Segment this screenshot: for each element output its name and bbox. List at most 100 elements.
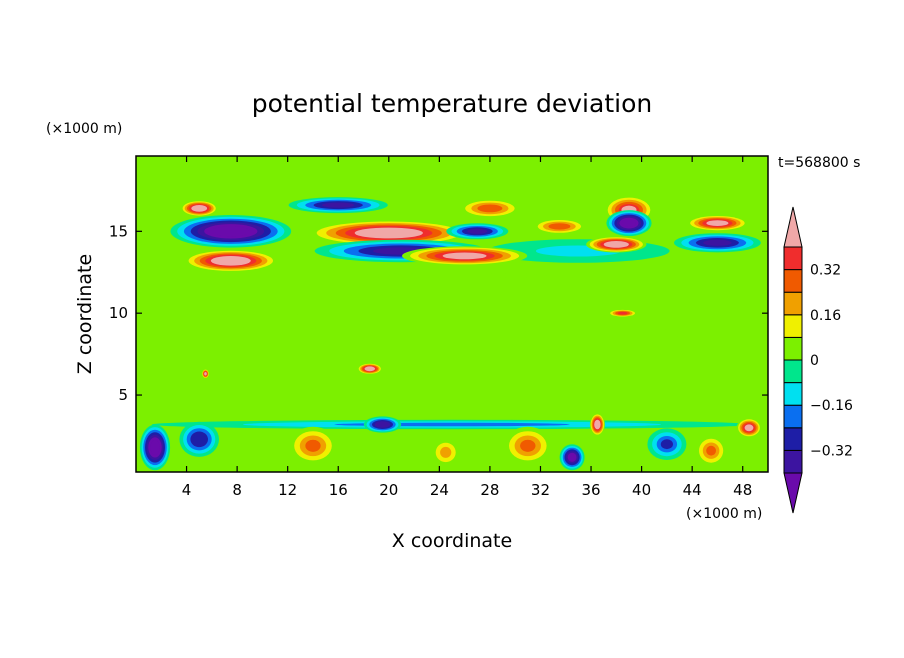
contour-band (366, 367, 374, 371)
x-tick-label: 16 (329, 481, 348, 499)
contour-band (551, 223, 568, 229)
contour-feature (179, 421, 219, 457)
contour-band (704, 239, 731, 246)
contour-band (467, 228, 487, 234)
contour-feature (402, 246, 528, 266)
contour-feature (647, 428, 687, 461)
x-tick-label: 4 (182, 481, 192, 499)
colorbar-swatch (783, 291, 803, 316)
contour-feature (151, 419, 753, 430)
colorbar: 0.32 0.16 0 −0.16 −0.32 (783, 206, 853, 514)
contour-band (595, 421, 600, 428)
contour-band (357, 273, 547, 278)
contour-feature (532, 218, 587, 235)
contour-feature (674, 233, 761, 253)
contour-band (357, 328, 547, 364)
contour-feature (288, 426, 338, 465)
time-label: t=568800 s (778, 155, 860, 171)
x-tick-label: 28 (480, 481, 499, 499)
contour-band (364, 229, 414, 237)
contour-feature (695, 434, 727, 467)
colorbar-tick-label: 0.16 (810, 308, 841, 324)
contour-band (150, 440, 160, 455)
contour-feature (446, 223, 509, 240)
contour-feature (606, 210, 652, 237)
x-tick-label: 40 (632, 481, 651, 499)
colorbar-swatch (783, 246, 803, 271)
colorbar-swatch (783, 404, 803, 429)
contour-band (480, 205, 500, 212)
contour-band (193, 433, 206, 445)
contour-feature (170, 215, 292, 248)
colorbar-swatch (783, 269, 803, 293)
plot-frame (135, 155, 769, 473)
colorbar-tick-label: 0.32 (810, 263, 841, 279)
x-unit-label: (×1000 m) (686, 506, 762, 522)
colorbar-swatch (783, 427, 803, 451)
y-axis-label: Z coordinate (74, 254, 96, 374)
contour-feature (686, 215, 749, 232)
colorbar-swatch (783, 314, 803, 338)
x-tick-label: 48 (733, 481, 752, 499)
contour-band (745, 424, 753, 431)
contour-field (139, 195, 762, 471)
x-axis-label: X coordinate (392, 530, 512, 552)
contour-feature (201, 368, 210, 379)
colorbar-tick-label: −0.16 (810, 398, 853, 414)
contour-band (357, 423, 547, 426)
contour-feature (503, 426, 553, 465)
contour-band (216, 257, 246, 265)
colorbar-tick-label: −0.32 (810, 443, 853, 459)
contour-feature (736, 418, 762, 438)
contour-band (193, 205, 205, 211)
contour-band (618, 312, 628, 315)
contour-band (212, 226, 249, 237)
contour-feature (589, 413, 605, 436)
x-tick-label: 44 (683, 481, 702, 499)
x-tick-label: 24 (430, 481, 449, 499)
x-tick-label: 20 (379, 481, 398, 499)
contour-feature (307, 220, 471, 246)
x-tick-label: 36 (581, 481, 600, 499)
colorbar-extend-max (783, 206, 803, 248)
contour-band (204, 372, 207, 376)
colorbar-swatch (783, 382, 803, 406)
contour-feature (288, 197, 388, 214)
plot-area (136, 156, 768, 472)
y-axis: 5 10 15 (109, 222, 768, 404)
contour-feature (363, 416, 402, 433)
x-tick-label: 12 (278, 481, 297, 499)
contour-feature (220, 303, 684, 388)
x-axis: 4 8 12 16 20 24 28 32 36 40 44 48 (182, 156, 752, 499)
contour-band (445, 253, 484, 259)
contour-band (707, 220, 727, 226)
x-tick-label: 8 (232, 481, 242, 499)
contour-feature (180, 200, 218, 217)
x-tick-label: 32 (531, 481, 550, 499)
contour-band (660, 439, 674, 450)
y-tick-label: 10 (109, 304, 128, 322)
colorbar-swatch (783, 359, 803, 384)
contour-feature (459, 198, 521, 218)
contour-band (706, 445, 716, 456)
colorbar-swatch (783, 336, 803, 361)
contour-feature (559, 444, 585, 471)
z-unit-label: (×1000 m) (46, 121, 122, 137)
contour-feature (183, 249, 279, 273)
contour-feature (357, 363, 383, 375)
contour-band (520, 439, 536, 452)
contour-band (305, 439, 321, 452)
colorbar-tick-label: 0 (810, 353, 819, 369)
y-tick-label: 5 (118, 386, 128, 404)
contour-band (441, 448, 451, 457)
colorbar-extend-min (783, 472, 803, 514)
contour-band (607, 241, 626, 247)
contour-feature (139, 424, 171, 471)
contour-feature (586, 236, 647, 253)
contour-feature (607, 309, 638, 318)
y-tick-label: 15 (109, 222, 128, 240)
contour-band (323, 202, 354, 208)
contour-band (376, 422, 389, 427)
